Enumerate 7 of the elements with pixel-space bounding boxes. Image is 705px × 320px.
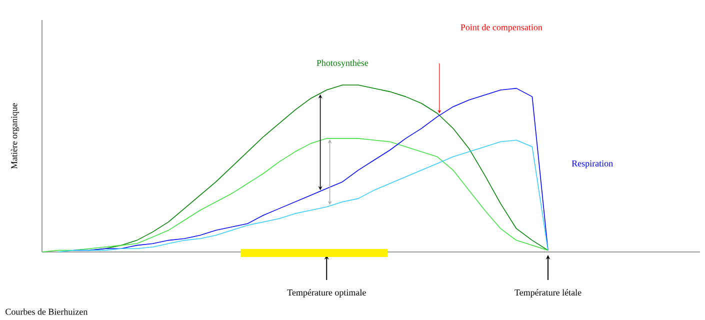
text: Température létale (514, 289, 582, 298)
text: Point de compensation (460, 24, 542, 32)
text: Respiration (572, 160, 613, 168)
text: Photosynthèse (316, 60, 368, 68)
text: Courbes de Bierhuizen (6, 308, 88, 315)
text: Température optimale (287, 289, 366, 298)
y-axis-title: Matière organique (10, 103, 20, 169)
